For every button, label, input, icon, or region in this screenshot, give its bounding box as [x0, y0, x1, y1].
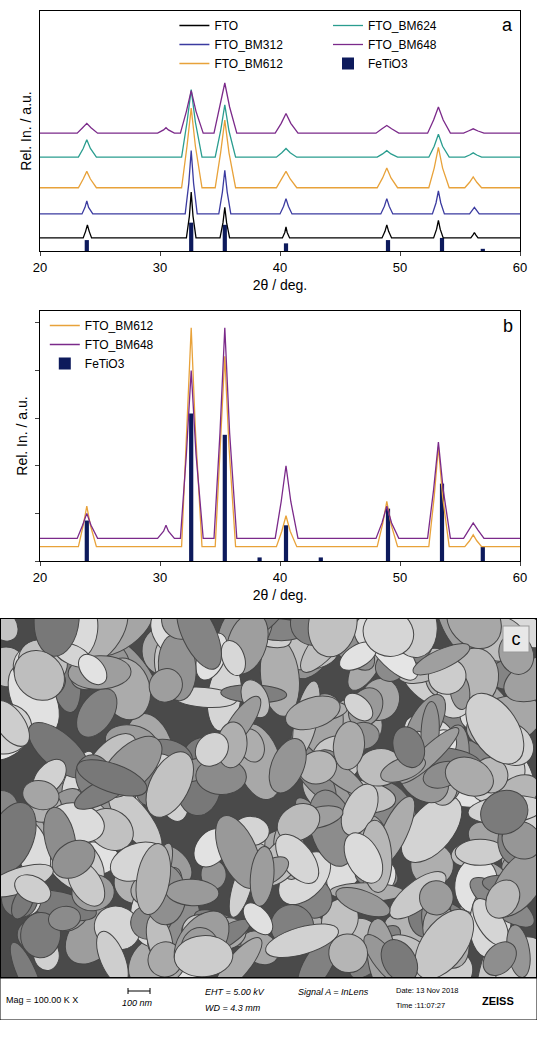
svg-text:Signal A = InLens: Signal A = InLens [298, 987, 369, 997]
svg-text:60: 60 [513, 570, 527, 585]
svg-text:a: a [502, 15, 513, 35]
svg-text:50: 50 [393, 260, 407, 275]
svg-text:ZEISS: ZEISS [482, 995, 514, 1007]
svg-text:FeTiO3: FeTiO3 [368, 57, 408, 71]
svg-text:FTO: FTO [214, 19, 238, 33]
svg-text:WD = 4.3 mm: WD = 4.3 mm [205, 1003, 261, 1013]
svg-text:c: c [512, 629, 521, 649]
svg-text:FeTiO3: FeTiO3 [85, 357, 125, 371]
svg-text:2θ / deg.: 2θ / deg. [253, 587, 308, 603]
svg-text:2θ / deg.: 2θ / deg. [253, 277, 308, 293]
svg-text:FTO_BM648: FTO_BM648 [85, 338, 154, 352]
svg-text:60: 60 [513, 260, 527, 275]
svg-text:EHT = 5.00 kV: EHT = 5.00 kV [205, 987, 265, 997]
svg-text:Rel. In. / a.u.: Rel. In. / a.u. [14, 396, 30, 475]
svg-text:FTO_BM312: FTO_BM312 [214, 38, 283, 52]
svg-text:40: 40 [273, 570, 287, 585]
svg-text:100 nm: 100 nm [122, 998, 153, 1008]
svg-text:Time :11:07:27: Time :11:07:27 [396, 1001, 445, 1010]
svg-text:FTO_BM624: FTO_BM624 [368, 19, 437, 33]
svg-text:20: 20 [33, 260, 47, 275]
svg-text:FTO_BM612: FTO_BM612 [214, 57, 283, 71]
svg-text:FTO_BM648: FTO_BM648 [368, 38, 437, 52]
svg-text:Mag = 100.00 K X: Mag = 100.00 K X [6, 995, 78, 1005]
svg-text:Rel. In. / a.u.: Rel. In. / a.u. [18, 91, 34, 170]
svg-text:b: b [503, 316, 513, 336]
svg-text:Date: 13 Nov 2018: Date: 13 Nov 2018 [396, 986, 459, 995]
svg-text:FTO_BM612: FTO_BM612 [85, 319, 154, 333]
svg-text:30: 30 [153, 260, 167, 275]
svg-text:50: 50 [393, 570, 407, 585]
svg-text:30: 30 [153, 570, 167, 585]
svg-text:40: 40 [273, 260, 287, 275]
svg-text:20: 20 [33, 570, 47, 585]
